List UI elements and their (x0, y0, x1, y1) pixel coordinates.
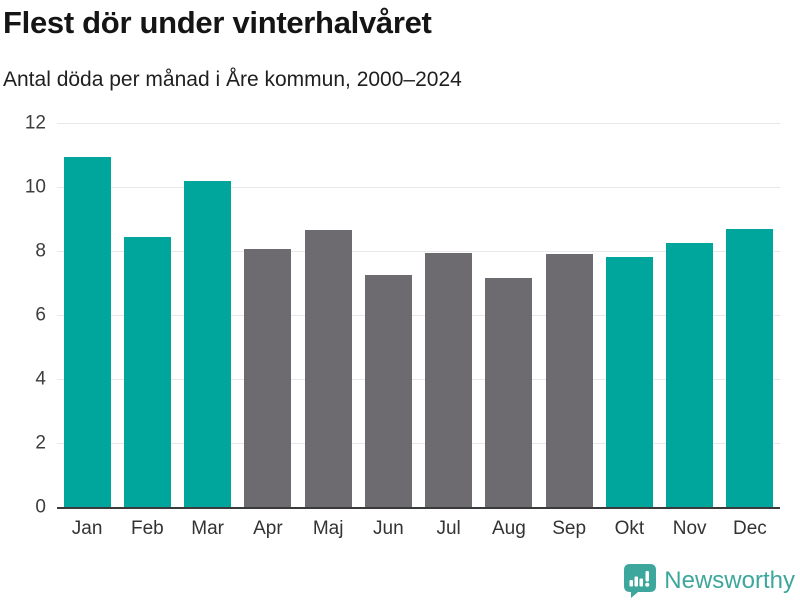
y-tick-label-4: 4 (35, 368, 46, 390)
bar-jan (63, 156, 111, 507)
bar-apr (244, 249, 292, 507)
x-tick-label-jun: Jun (373, 518, 404, 539)
bar-band-nov (660, 123, 720, 507)
gridline-y10 (57, 187, 780, 188)
chart-title: Flest dör under vinterhalvåret (3, 5, 432, 40)
gridline-y6 (57, 315, 780, 316)
y-tick-label-10: 10 (24, 176, 46, 198)
bar-series (57, 123, 780, 507)
bar-dec (726, 228, 774, 507)
bar-feb (123, 236, 171, 507)
y-tick-label-6: 6 (35, 304, 46, 326)
y-axis: 0 2 4 6 8 10 12 (0, 114, 46, 517)
bar-jul (425, 252, 473, 507)
x-tick-label-okt: Okt (614, 518, 645, 539)
x-tick-label-dec: Dec (732, 518, 767, 539)
x-tick-label-feb: Feb (131, 518, 164, 539)
bar-band-jan (57, 123, 117, 507)
gridline-y4 (57, 379, 780, 381)
gridline-y8 (57, 251, 780, 253)
plot-area (57, 123, 780, 509)
y-tick-label-12: 12 (24, 112, 46, 134)
y-tick-label-2: 2 (35, 432, 46, 454)
chart-subtitle: Antal döda per månad i Åre kommun, 2000–… (3, 68, 462, 91)
newsworthy-logo-icon (624, 564, 657, 598)
x-tick-label-maj: Maj (312, 518, 344, 539)
bar-jun (364, 275, 412, 507)
bar-nov (666, 243, 714, 507)
x-tick-label-apr: Apr (253, 518, 283, 539)
newsworthy-attribution: Newsworthy (624, 564, 795, 598)
bar-aug (485, 278, 533, 507)
bar-band-jul (419, 123, 479, 507)
bar-band-okt (599, 123, 659, 507)
bar-sep (545, 254, 593, 507)
bar-band-maj (298, 123, 358, 507)
bar-band-feb (117, 123, 177, 507)
bar-maj (304, 230, 352, 507)
bar-band-jun (358, 123, 418, 507)
bar-okt (605, 257, 653, 507)
x-tick-label-jan: Jan (71, 518, 103, 539)
gridline-y2 (57, 443, 780, 445)
x-tick-label-jul: Jul (436, 518, 461, 539)
gridline-y12 (57, 123, 780, 124)
bar-mar (184, 180, 232, 507)
y-tick-label-8: 8 (35, 240, 46, 262)
bar-band-apr (238, 123, 298, 507)
y-tick-label-0: 0 (35, 496, 46, 518)
bar-band-dec (720, 123, 780, 507)
bar-band-mar (178, 123, 238, 507)
x-axis: Jan Feb Mar Apr Maj Jun Jul Aug Sep Okt Nov Dec (57, 518, 780, 540)
x-tick-label-aug: Aug (491, 518, 526, 539)
x-tick-label-nov: Nov (672, 518, 707, 539)
x-tick-label-sep: Sep (552, 518, 587, 539)
bar-band-sep (539, 123, 599, 507)
bar-band-aug (479, 123, 539, 507)
newsworthy-wordmark: Newsworthy (664, 567, 795, 594)
x-tick-label-mar: Mar (191, 518, 224, 539)
